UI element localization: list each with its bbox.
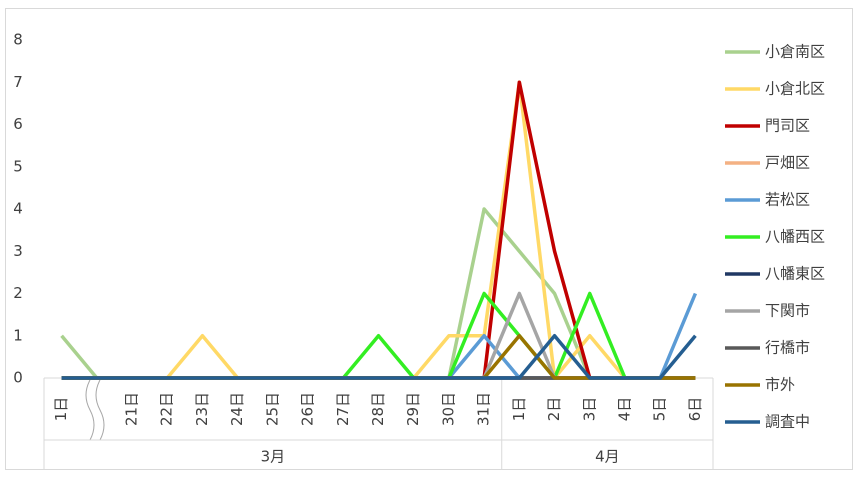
legend-label: 市外 <box>765 376 795 394</box>
y-tick-label: 5 <box>13 157 23 175</box>
break-line <box>85 379 95 441</box>
legend-label: 八幡西区 <box>765 228 825 246</box>
legend-label: 小倉北区 <box>765 80 825 98</box>
x-tick-label: 29日 <box>404 392 422 426</box>
chart-border <box>5 8 853 470</box>
break-line <box>95 379 105 441</box>
x-tick-label: 23日 <box>193 392 211 426</box>
x-tick-label: 1日 <box>52 397 70 422</box>
x-tick-label: 5日 <box>651 397 669 422</box>
legend-label: 門司区 <box>765 117 810 135</box>
legend-label: 下関市 <box>765 302 810 320</box>
legend-label: 行橋市 <box>765 339 810 357</box>
x-tick-label: 22日 <box>158 392 176 426</box>
y-tick-label: 2 <box>13 284 23 302</box>
x-tick-label: 2日 <box>545 397 563 422</box>
axis-break <box>85 379 105 441</box>
legend-label: 戸畑区 <box>765 154 810 172</box>
legend-label: 調査中 <box>765 413 810 431</box>
x-tick-label: 27日 <box>334 392 352 426</box>
x-tick-label: 26日 <box>299 392 317 426</box>
series-line <box>61 334 697 380</box>
group-label: 3月 <box>261 448 286 466</box>
y-tick-label: 4 <box>13 200 23 218</box>
y-tick-label: 8 <box>13 31 23 49</box>
legend-label: 小倉南区 <box>765 43 825 61</box>
x-tick-label: 4日 <box>615 397 633 422</box>
x-tick-label: 6日 <box>686 397 704 422</box>
group-label: 4月 <box>595 448 620 466</box>
x-tick-label: 3日 <box>580 397 598 422</box>
x-tick-label: 21日 <box>123 392 141 426</box>
x-tick-label: 24日 <box>228 392 246 426</box>
x-tick-label: 31日 <box>475 392 493 426</box>
y-tick-label: 6 <box>13 115 23 133</box>
legend-label: 若松区 <box>765 191 810 209</box>
y-tick-label: 3 <box>13 242 23 260</box>
y-tick-label: 0 <box>13 369 23 387</box>
y-tick-label: 7 <box>13 73 23 91</box>
legend-label: 八幡東区 <box>765 265 825 283</box>
x-tick-label: 25日 <box>263 392 281 426</box>
x-tick-label: 30日 <box>439 392 457 426</box>
y-tick-label: 1 <box>13 326 23 344</box>
x-tick-label: 1日 <box>510 397 528 422</box>
x-tick-label: 28日 <box>369 392 387 426</box>
